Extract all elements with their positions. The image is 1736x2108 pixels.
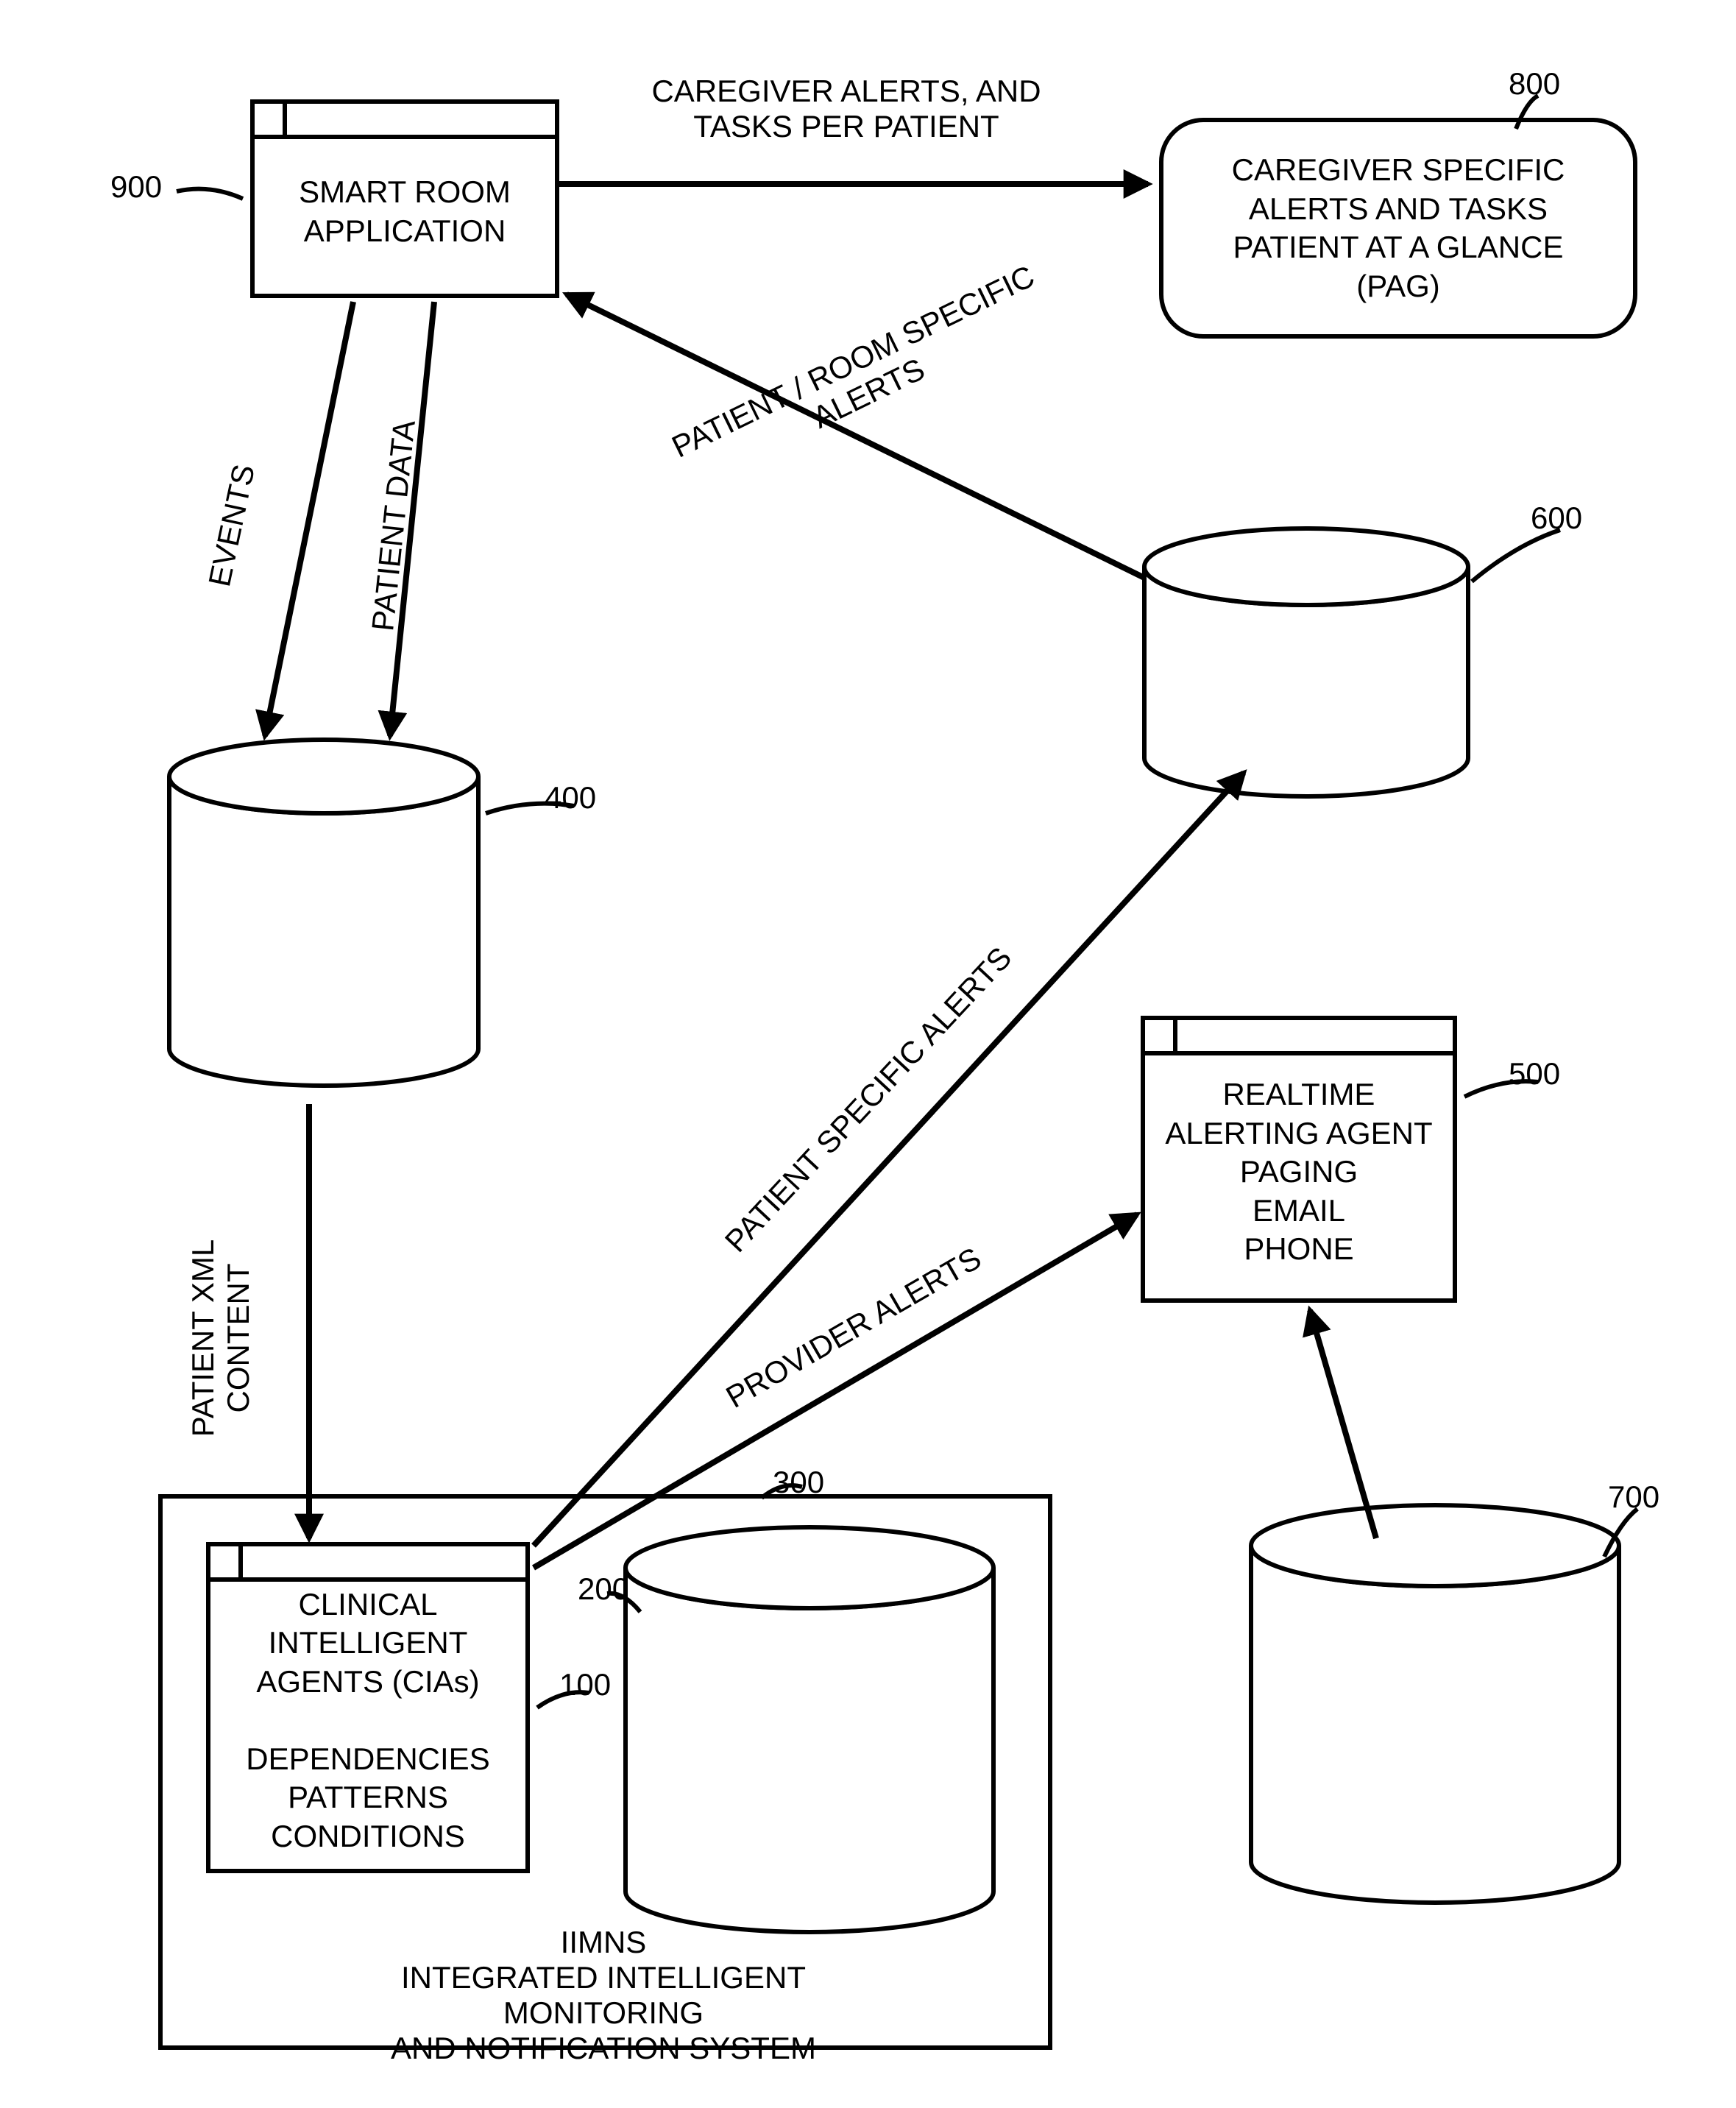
ref-label-600: 600 [1531,501,1582,536]
cia-label-text: CLINICAL INTELLIGENT AGENTS (CIAs) DEPEN… [246,1585,489,1856]
ref-label-900: 900 [110,169,162,205]
edge-label-xml_to_cia: PATIENT XML CONTENT [185,1080,256,1596]
ref-label-200: 200 [578,1571,629,1607]
edge-alertrepo_to_sr [567,294,1144,578]
alertrepo-label-text: ALERT REPOSITORY [1152,612,1461,720]
ref-label-400: 400 [545,780,596,816]
edge-notif_to_realtime [1310,1310,1376,1538]
diagram-canvas: IIMNS INTEGRATED INTELLIGENT MONITORING … [0,0,1736,2108]
idr-label-text: INTELLIGENT DATA REPOSITORY WITH TRIGGER… [633,1616,986,1851]
edge-label-cia_to_realtime: PROVIDER ALERTS [622,1184,1085,1472]
ref-label-500: 500 [1509,1056,1560,1092]
notifrules-label-text: NOTIFICATION / ESCALATION RULES REPOSITO… [1258,1594,1612,1822]
ref-label-800: 800 [1509,66,1560,102]
realtime-label-text: REALTIME ALERTING AGENT PAGING EMAIL PHO… [1165,1075,1432,1269]
ref-label-300: 300 [773,1465,824,1500]
edge-label-sr_to_xml_events: EVENTS [161,270,302,782]
realtime-box: REALTIME ALERTING AGENT PAGING EMAIL PHO… [1141,1016,1457,1303]
edge-label-sr_to_xml_patient: PATIENT DATA [350,267,439,783]
ref-label-700: 700 [1608,1479,1659,1515]
iimns-label: IIMNS INTEGRATED INTELLIGENT MONITORING … [309,1925,898,2066]
ref-label-100: 100 [559,1667,611,1702]
edge-label-sr_to_pag: CAREGIVER ALERTS, AND TASKS PER PATIENT [589,74,1104,144]
patientxml-label-text: PATIENT SPECIFIC XML PER ROOM [177,821,471,1012]
pag-box: CAREGIVER SPECIFIC ALERTS AND TASKS PATI… [1159,118,1637,339]
pag-label-text: CAREGIVER SPECIFIC ALERTS AND TASKS PATI… [1232,151,1565,305]
smartroom-label-text: SMART ROOM APPLICATION [299,173,511,250]
edge-label-alertrepo_to_sr: PATIENT / ROOM SPECIFIC ALERTS [614,233,1108,522]
